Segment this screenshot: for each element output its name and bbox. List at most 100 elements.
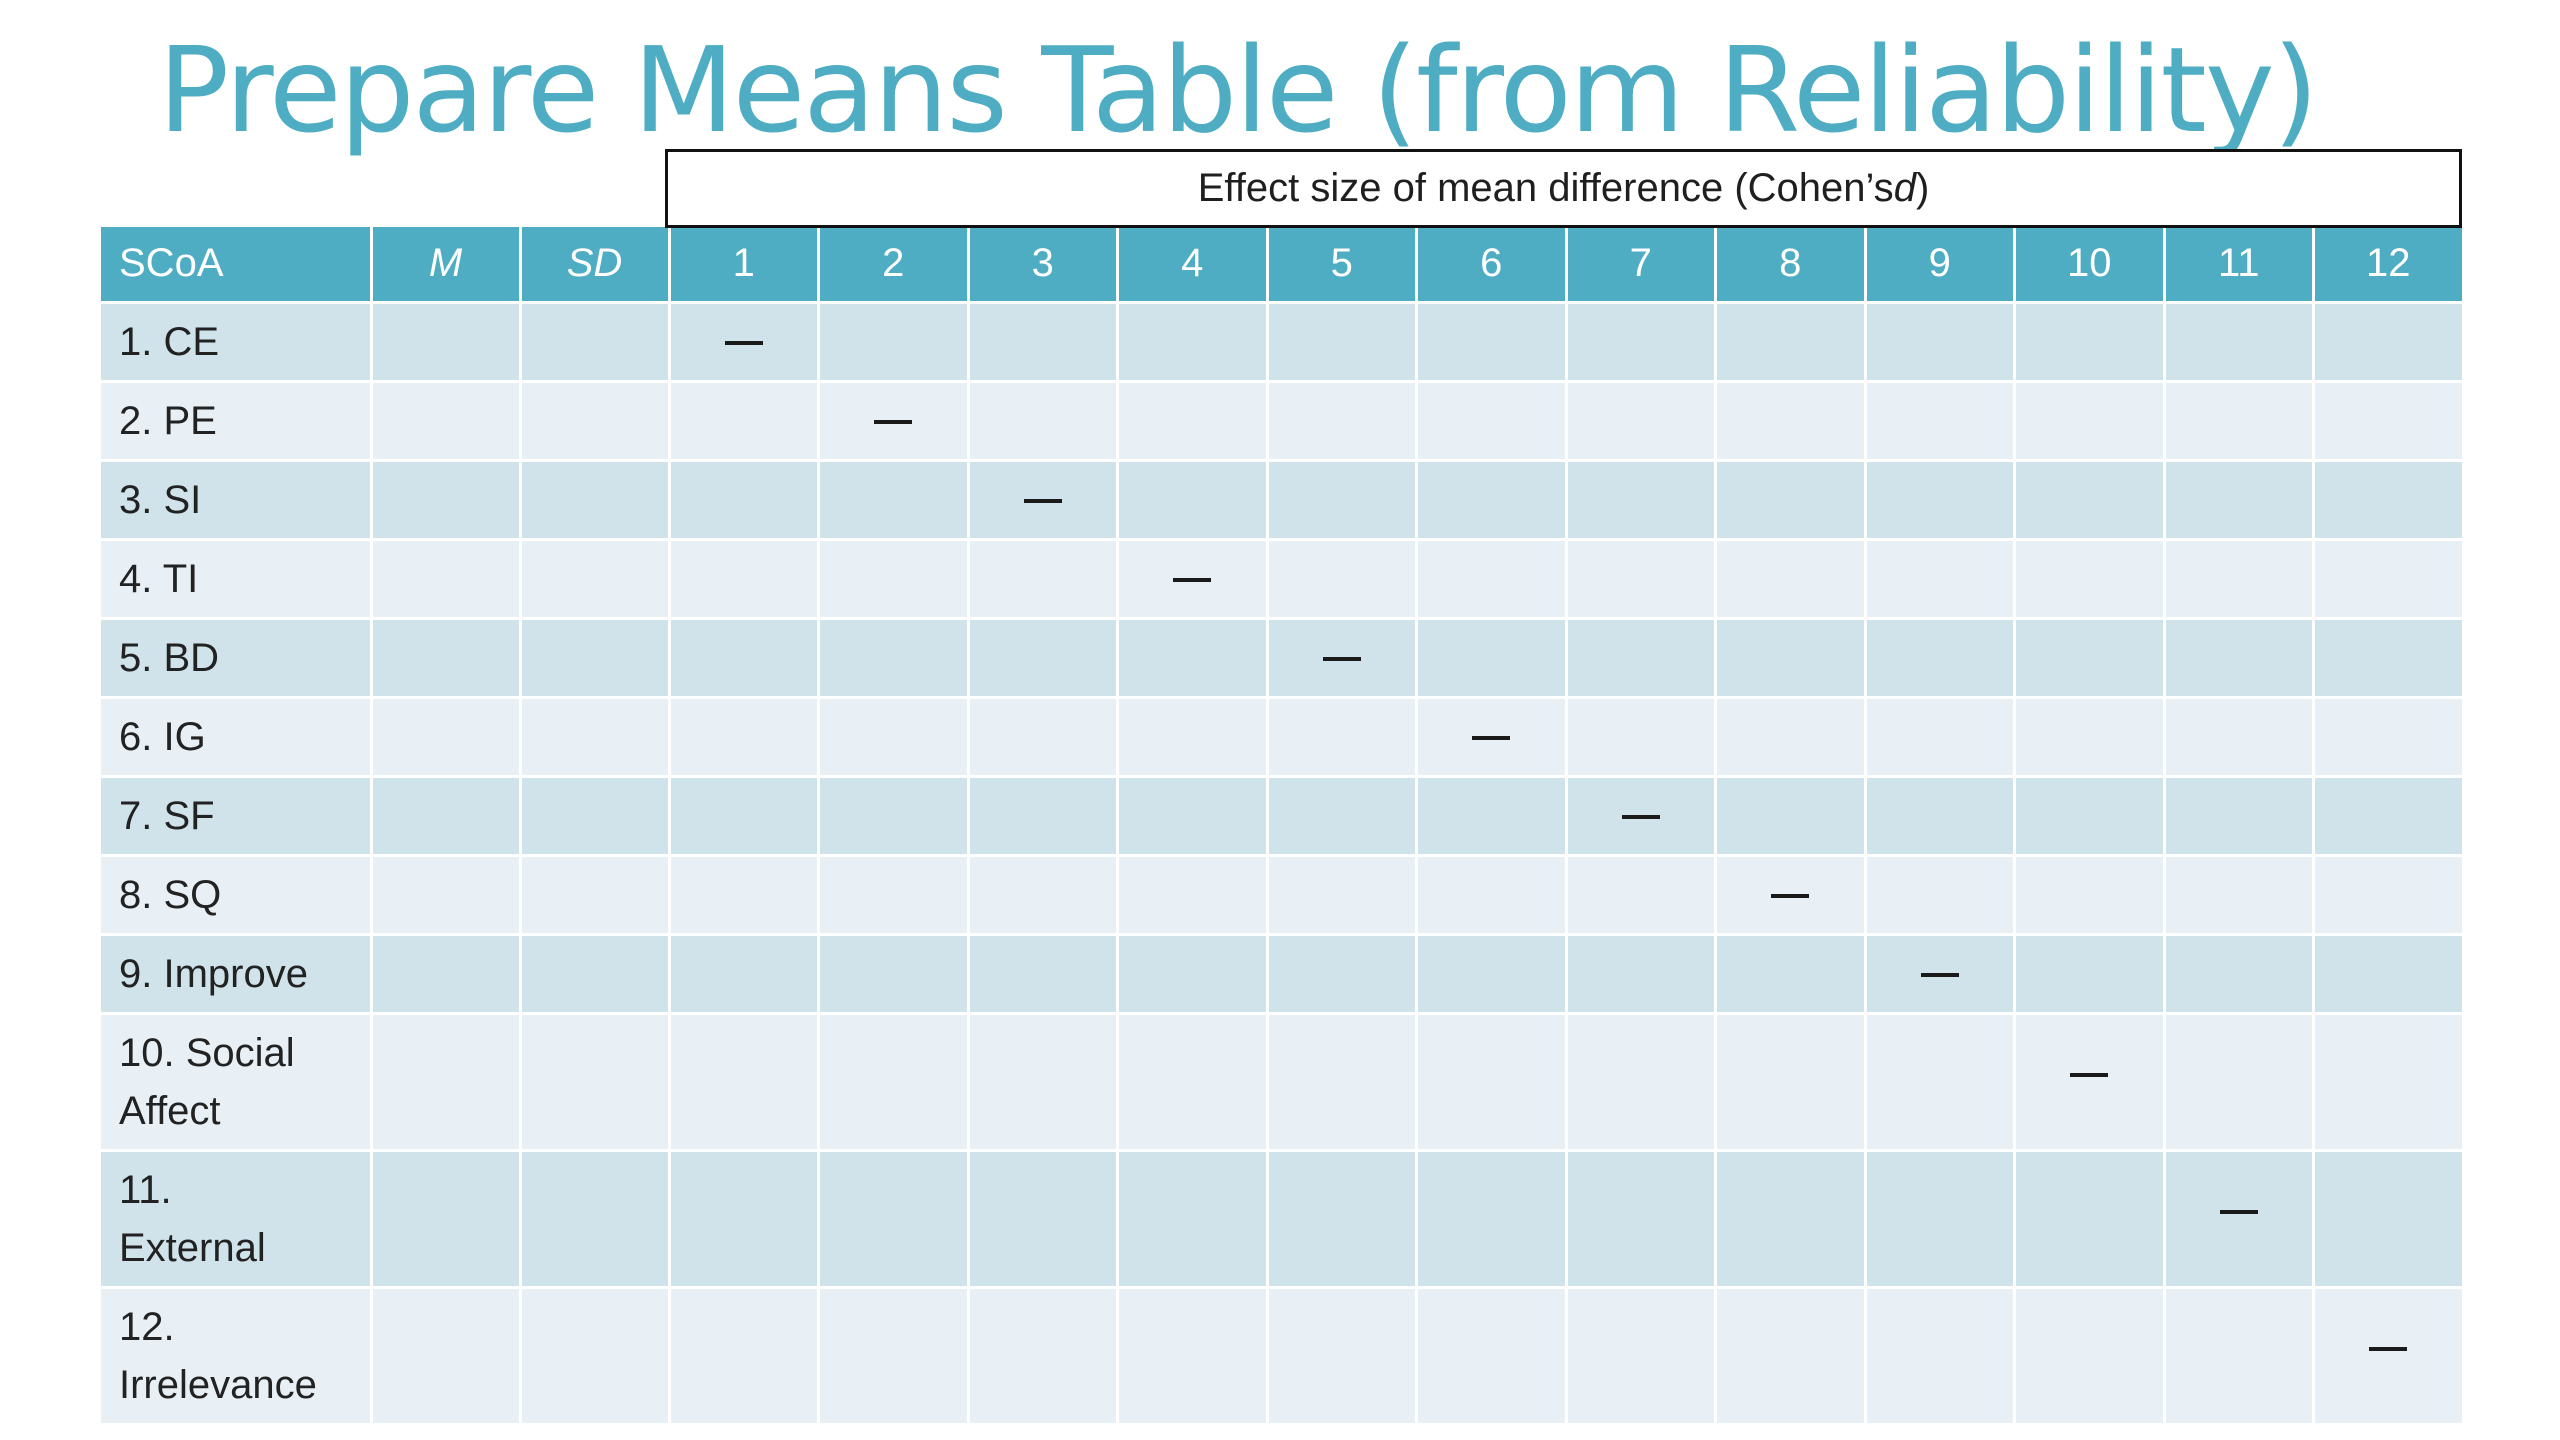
diagonal-dash-cell	[1715, 855, 1867, 936]
cell-sd	[520, 697, 671, 778]
cell-col-1	[669, 1150, 820, 1289]
cell-col-1	[669, 539, 820, 620]
cell-col-1	[669, 1013, 820, 1152]
cell-col-2	[818, 1287, 970, 1426]
cell-col-2	[818, 934, 970, 1015]
cell-col-7	[1566, 618, 1717, 699]
cell-col-8	[1715, 1150, 1867, 1289]
cell-sd	[520, 460, 671, 541]
row-label-line: Affect	[119, 1088, 221, 1133]
cell-col-3	[968, 618, 1119, 699]
table-row: 2. PE	[101, 381, 2465, 462]
diagonal-dash-cell	[2014, 1013, 2166, 1152]
cell-col-10	[2014, 302, 2166, 383]
diagonal-dash-cell	[1865, 934, 2016, 1015]
cell-col-9	[1865, 697, 2016, 778]
diagonal-dash-cell	[1416, 697, 1568, 778]
cell-col-9	[1865, 855, 2016, 936]
cell-col-12	[2313, 1013, 2465, 1152]
cell-col-5	[1267, 776, 1418, 857]
row-label-line: 1. CE	[119, 319, 220, 364]
cell-col-12	[2313, 697, 2465, 778]
table-row: 12. Irrelevance	[101, 1287, 2465, 1426]
cell-col-11	[2164, 618, 2315, 699]
cell-col-10	[2014, 539, 2166, 620]
cell-sd	[520, 855, 671, 936]
row-label-line: 3. SI	[119, 477, 202, 522]
cell-col-10	[2014, 381, 2166, 462]
column-header-6: 6	[1416, 227, 1568, 304]
cell-col-1	[669, 618, 820, 699]
cell-col-4	[1117, 934, 1269, 1015]
column-header-5: 5	[1267, 227, 1418, 304]
table-row: 1. CE	[101, 302, 2465, 383]
row-label: 4. TI	[101, 539, 373, 620]
cell-col-12	[2313, 855, 2465, 936]
cell-col-5	[1267, 302, 1418, 383]
cell-col-8	[1715, 460, 1867, 541]
cell-col-3	[968, 1013, 1119, 1152]
row-label-line: 7. SF	[119, 793, 215, 838]
cell-col-12	[2313, 302, 2465, 383]
cell-col-9	[1865, 381, 2016, 462]
cell-col-7	[1566, 1150, 1717, 1289]
cell-col-2	[818, 776, 970, 857]
cell-col-8	[1715, 934, 1867, 1015]
cell-col-10	[2014, 934, 2166, 1015]
em-dash	[1621, 815, 1660, 820]
cell-col-2	[818, 697, 970, 778]
cell-m	[371, 460, 522, 541]
em-dash	[1173, 578, 1212, 583]
cell-m	[371, 1013, 522, 1152]
em-dash	[1023, 499, 1062, 504]
cell-col-3	[968, 855, 1119, 936]
cell-col-10	[2014, 1150, 2166, 1289]
cell-col-7	[1566, 381, 1717, 462]
cell-sd	[520, 381, 671, 462]
cell-col-2	[818, 460, 970, 541]
column-header-m: M	[371, 227, 522, 304]
column-header-4: 4	[1117, 227, 1269, 304]
cell-col-4	[1117, 855, 1269, 936]
em-dash	[2369, 1346, 2408, 1351]
cell-col-4	[1117, 618, 1269, 699]
row-label-line: 12.	[119, 1304, 175, 1349]
row-label: 12. Irrelevance	[101, 1287, 373, 1426]
em-dash	[724, 341, 763, 346]
column-header-12: 12	[2313, 227, 2465, 304]
cell-col-1	[669, 776, 820, 857]
cell-m	[371, 776, 522, 857]
cell-col-9	[1865, 776, 2016, 857]
cell-m	[371, 697, 522, 778]
cell-m	[371, 618, 522, 699]
row-label: 10. Social Affect	[101, 1013, 373, 1152]
cell-sd	[520, 539, 671, 620]
cell-col-11	[2164, 381, 2315, 462]
column-header-2: 2	[818, 227, 970, 304]
cell-col-10	[2014, 1287, 2166, 1426]
cell-col-10	[2014, 855, 2166, 936]
cell-col-7	[1566, 1013, 1717, 1152]
cell-col-5	[1267, 460, 1418, 541]
row-label-line: 8. SQ	[119, 872, 222, 917]
cell-col-6	[1416, 855, 1568, 936]
cell-col-9	[1865, 1013, 2016, 1152]
diagonal-dash-cell	[669, 302, 820, 383]
column-header-1: 1	[669, 227, 820, 304]
row-label: 1. CE	[101, 302, 373, 383]
cell-col-7	[1566, 697, 1717, 778]
cell-col-6	[1416, 381, 1568, 462]
cell-col-8	[1715, 697, 1867, 778]
cell-col-11	[2164, 697, 2315, 778]
cell-col-10	[2014, 697, 2166, 778]
cell-col-3	[968, 302, 1119, 383]
cell-col-1	[669, 855, 820, 936]
cell-col-4	[1117, 1150, 1269, 1289]
row-label-line: 9. Improve	[119, 951, 308, 996]
cell-col-9	[1865, 1150, 2016, 1289]
table-row: 4. TI	[101, 539, 2465, 620]
cell-col-3	[968, 539, 1119, 620]
cell-col-2	[818, 855, 970, 936]
effect-size-italic-d: d	[1893, 166, 1916, 210]
cell-sd	[520, 1013, 671, 1152]
